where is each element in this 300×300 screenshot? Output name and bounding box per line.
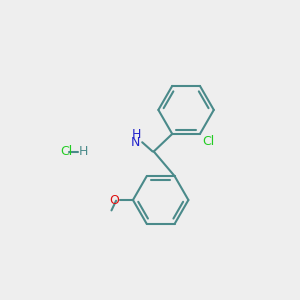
Text: N: N xyxy=(130,136,140,149)
Text: H: H xyxy=(79,145,88,158)
Text: Cl: Cl xyxy=(60,145,72,158)
Text: H: H xyxy=(132,128,141,141)
Text: O: O xyxy=(109,194,119,206)
Text: Cl: Cl xyxy=(203,135,215,148)
